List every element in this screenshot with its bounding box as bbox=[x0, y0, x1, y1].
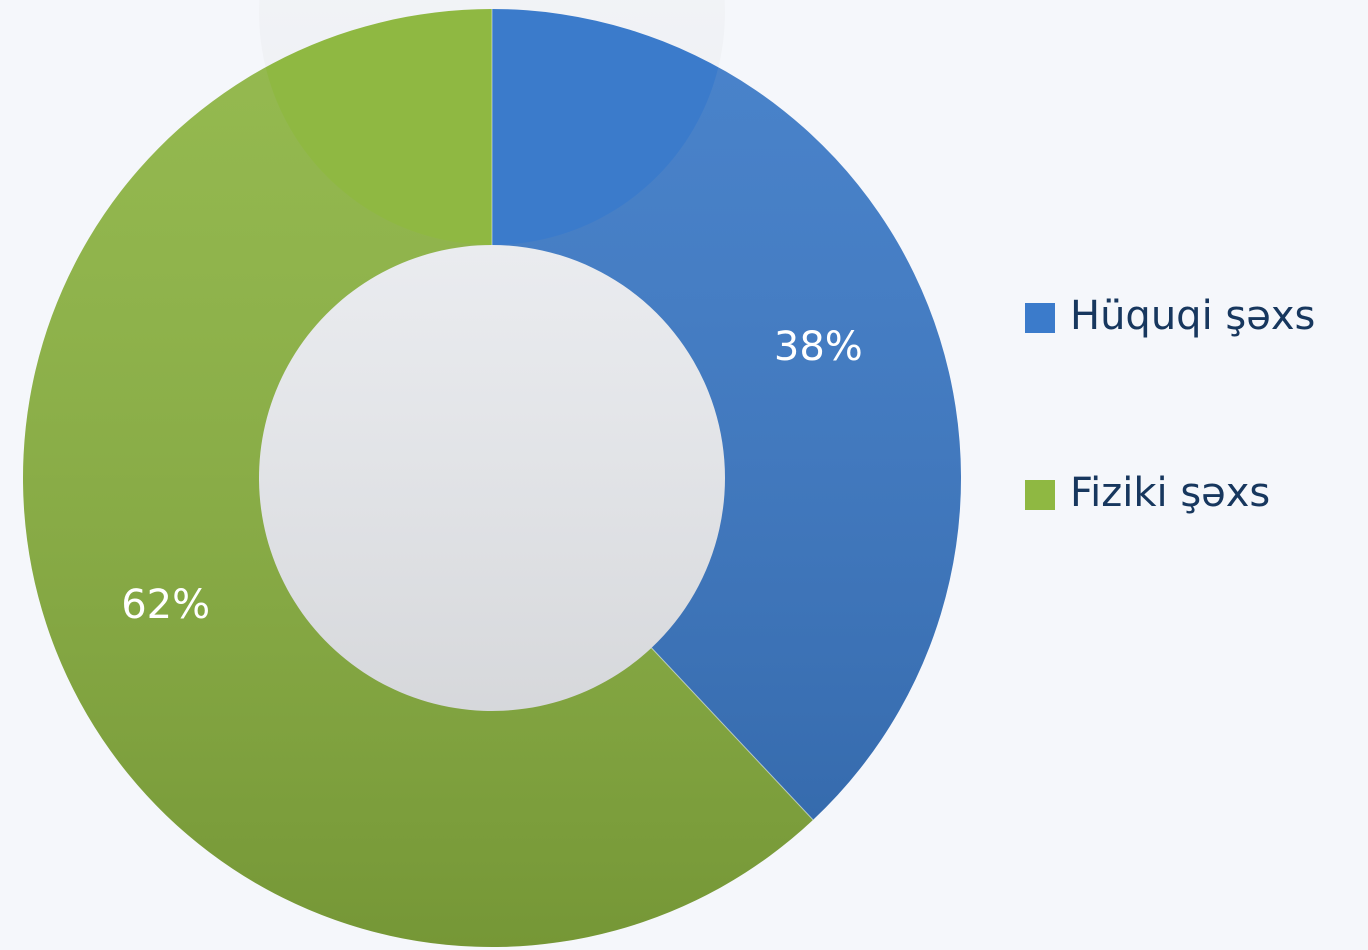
slice-separator bbox=[651, 647, 814, 821]
legend: Hüquqi şəxs Fiziki şəxs bbox=[1025, 293, 1315, 516]
value-label: 38% bbox=[774, 324, 863, 370]
value-labels: 38% 62% bbox=[121, 324, 863, 628]
legend-swatch bbox=[1025, 480, 1055, 510]
legend-swatch bbox=[1025, 303, 1055, 333]
legend-label: Fiziki şəxs bbox=[1070, 470, 1270, 516]
legend-label: Hüquqi şəxs bbox=[1070, 293, 1315, 339]
value-label: 62% bbox=[121, 582, 210, 628]
